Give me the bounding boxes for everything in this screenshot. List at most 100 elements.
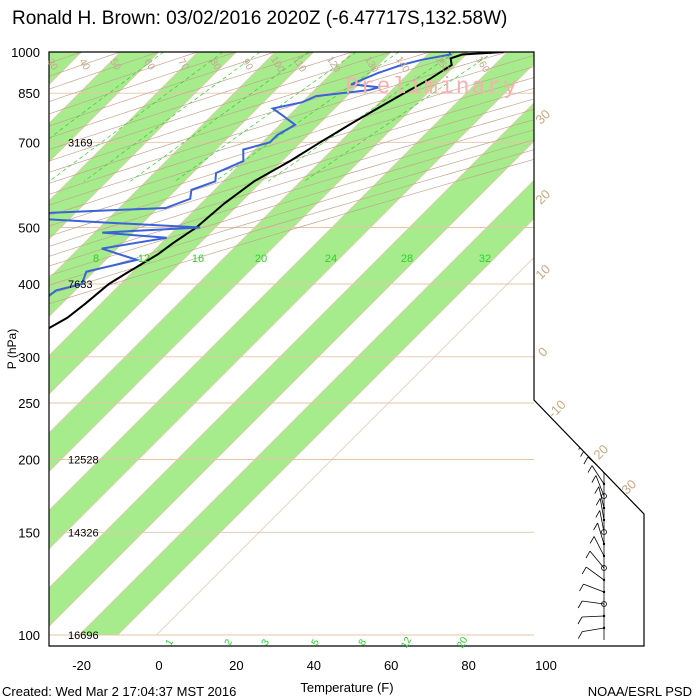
wind-calm-marker xyxy=(601,493,607,499)
mixing-ratio-label: 5 xyxy=(310,637,323,648)
wind-dot xyxy=(602,590,606,594)
wind-barb-feather xyxy=(589,536,595,544)
skew-label: 30 xyxy=(532,106,553,127)
wind-barb-feather xyxy=(577,197,583,205)
wind-barb xyxy=(582,131,605,137)
wind-barb-feather xyxy=(578,403,583,412)
wind-barb xyxy=(597,54,605,77)
wind-barb xyxy=(581,195,605,198)
wind-barb-feather xyxy=(595,258,600,266)
wind-calm-marker xyxy=(601,133,607,139)
wind-barb-feather xyxy=(577,205,583,213)
wind-dot xyxy=(602,146,606,150)
wind-dot xyxy=(602,194,606,198)
skew-label: 10 xyxy=(532,261,553,282)
y-tick-label: 500 xyxy=(18,221,40,236)
mixing-ratio-line xyxy=(174,52,357,182)
dry-adiabat-line xyxy=(49,159,534,305)
wind-dot xyxy=(602,518,606,522)
wind-dot xyxy=(602,482,606,486)
x-tick-label: 80 xyxy=(461,658,475,673)
wind-barb-feather xyxy=(580,340,586,349)
wind-barb xyxy=(599,52,605,65)
wind-barb xyxy=(598,282,605,305)
mixing-ratio-lines xyxy=(49,52,494,182)
dry-adiabat-line xyxy=(49,52,509,195)
mixing-ratio-line xyxy=(267,52,456,182)
wind-dot xyxy=(602,254,606,258)
wind-barb xyxy=(588,324,605,341)
wind-barb xyxy=(583,114,605,125)
wind-dot xyxy=(602,614,606,618)
isotherm-line xyxy=(49,52,469,473)
wind-barb xyxy=(591,465,605,485)
dry-adiabat-line xyxy=(49,52,199,102)
wind-dot xyxy=(602,542,606,546)
wind-barb-feather xyxy=(578,357,584,366)
wind-barb-feather xyxy=(583,456,589,465)
wind-barb-feather xyxy=(578,416,583,424)
wind-barb-feather xyxy=(592,295,597,303)
isotherm-line xyxy=(49,52,160,163)
wind-barb-feather xyxy=(577,147,583,156)
wind-barb-feather xyxy=(593,54,599,62)
mixing-ratio-line xyxy=(49,52,164,140)
wind-barb-feather xyxy=(595,270,601,278)
wind-calm-marker xyxy=(601,241,607,247)
x-tick-label: 60 xyxy=(384,658,398,673)
wind-barb-feather xyxy=(581,219,587,227)
wind-barb-feather xyxy=(592,246,598,255)
wind-barb xyxy=(599,498,605,521)
wind-barb-feather xyxy=(584,324,589,332)
wind-barb-feather xyxy=(577,187,583,195)
x-tick-label: 0 xyxy=(155,658,162,673)
wind-barb xyxy=(590,81,605,101)
dry-adiabat-label: 140 xyxy=(393,55,411,75)
wind-barb xyxy=(595,475,605,497)
isotherm-line xyxy=(49,140,534,627)
wind-calm-marker xyxy=(601,385,607,391)
height-label: 3169 xyxy=(68,137,92,149)
dry-adiabat-line xyxy=(49,77,534,227)
dry-adiabat-line xyxy=(49,129,534,277)
wind-dot xyxy=(602,338,606,342)
wind-barb-feather xyxy=(577,631,583,639)
x-tick-label: 40 xyxy=(307,658,321,673)
wind-barb xyxy=(589,227,605,245)
wind-barb-feather xyxy=(594,486,600,494)
wind-barb xyxy=(592,308,605,329)
wind-barb-feather xyxy=(578,131,583,139)
wind-barb xyxy=(584,340,605,353)
y-tick-label: 150 xyxy=(18,525,40,540)
wind-barb xyxy=(599,510,605,533)
wind-dot xyxy=(602,302,606,306)
mixing-ratio-label: 28 xyxy=(401,253,413,265)
isotherm-line xyxy=(156,257,534,636)
wind-barb xyxy=(582,411,605,417)
mixing-ratio-line xyxy=(83,52,261,182)
wind-barb-feather xyxy=(586,82,592,90)
wind-barb xyxy=(582,600,605,605)
plot-frame xyxy=(48,51,645,647)
isotherm-line xyxy=(0,52,4,635)
mixing-ratio-line xyxy=(304,52,494,182)
wind-barb xyxy=(582,627,605,632)
y-tick-label: 200 xyxy=(18,452,40,467)
wind-barb xyxy=(596,295,605,317)
wind-barb xyxy=(582,159,605,164)
mixing-ratio-label: 1 xyxy=(164,637,177,648)
watermark-label: Preliminary xyxy=(345,74,519,100)
mixing-ratio-label: 24 xyxy=(325,253,337,265)
dry-adiabat-line xyxy=(49,87,534,237)
wind-barb-feather xyxy=(585,550,591,559)
wind-calm-marker xyxy=(601,277,607,283)
skew-label: 20 xyxy=(532,186,553,207)
wind-calm-marker xyxy=(601,61,607,67)
wind-barb-feather xyxy=(587,465,593,473)
dry-adiabat-line xyxy=(49,66,534,217)
wind-barb xyxy=(581,374,605,377)
wind-barb xyxy=(581,434,605,437)
y-tick-label: 300 xyxy=(18,350,40,365)
skew-label: 20 xyxy=(590,441,611,462)
